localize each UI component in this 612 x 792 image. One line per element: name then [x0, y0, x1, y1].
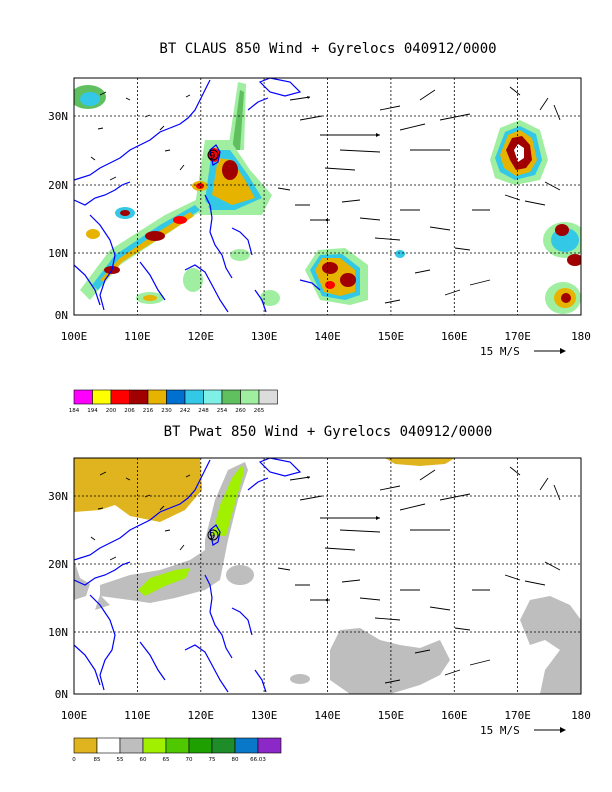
pwat-y-tick: 30N: [48, 490, 68, 503]
claus-arrowheads: [307, 96, 380, 222]
colorbar-label: 0: [72, 757, 76, 763]
pwat-y-axis: 0N 10N 20N 30N: [48, 490, 68, 701]
colorbar-swatch: [258, 389, 278, 405]
colorbar-swatch: [211, 737, 236, 754]
colorbar-swatch: [184, 389, 204, 405]
claus-gyre-marker: [207, 149, 219, 161]
pwat-map-area: 9: [73, 457, 582, 695]
colorbar-label: 85: [94, 757, 101, 763]
claus-x-tick: 170E: [504, 330, 531, 343]
pwat-wind-vectors: [90, 466, 561, 684]
pwat-panel: BT Pwat 850 Wind + Gyrelocs 040912/0000: [48, 424, 591, 763]
colorbar-label: 200: [106, 408, 117, 414]
colorbar-label: 216: [143, 408, 154, 414]
colorbar-label: 194: [87, 408, 98, 414]
pwat-colorbar: 0 85 55 60 65 70 75 80 66.03: [72, 737, 282, 763]
claus-x-tick: 130E: [251, 330, 278, 343]
claus-title: BT CLAUS 850 Wind + Gyrelocs 040912/0000: [159, 41, 496, 57]
colorbar-swatch: [73, 737, 98, 754]
pwat-x-tick: 140E: [314, 709, 341, 722]
colorbar-swatch: [96, 737, 121, 754]
claus-gridlines: [74, 78, 581, 315]
colorbar-swatch: [142, 737, 167, 754]
claus-scale-arrow: 15 M/S: [480, 345, 566, 358]
colorbar-swatch: [110, 389, 130, 405]
colorbar-label: 65: [163, 757, 170, 763]
claus-wind-vectors: [90, 86, 561, 304]
colorbar-swatch: [221, 389, 241, 405]
pwat-x-tick: 100E: [61, 709, 88, 722]
colorbar-label: 230: [161, 408, 172, 414]
claus-x-axis: 100E 110E 120E 130E 140E 150E 160E 170E …: [61, 330, 591, 343]
pwat-frame: [73, 457, 582, 695]
pwat-y-tick: 10N: [48, 626, 68, 639]
claus-frame: [73, 77, 582, 316]
pwat-x-axis: 100E 110E 120E 130E 140E 150E 160E 170E …: [61, 709, 591, 722]
colorbar-swatch: [92, 389, 112, 405]
colorbar-swatch: [165, 737, 190, 754]
pwat-x-tick: 170E: [504, 709, 531, 722]
colorbar-swatch: [166, 389, 186, 405]
colorbar-label: 75: [209, 757, 216, 763]
colorbar-label: 60: [140, 757, 147, 763]
pwat-x-tick: 160E: [441, 709, 468, 722]
claus-x-tick: 140E: [314, 330, 341, 343]
colorbar-label: 254: [217, 408, 228, 414]
colorbar-swatch: [240, 389, 260, 405]
colorbar-swatch: [203, 389, 223, 405]
colorbar-label: 248: [198, 408, 209, 414]
colorbar-label: 70: [186, 757, 193, 763]
pwat-x-tick: 150E: [378, 709, 405, 722]
claus-x-tick: 180: [571, 330, 591, 343]
colorbar-swatch: [188, 737, 213, 754]
pwat-title: BT Pwat 850 Wind + Gyrelocs 040912/0000: [164, 424, 493, 440]
pwat-y-tick: 0N: [55, 688, 68, 701]
colorbar-label: 66.03: [250, 757, 266, 763]
pwat-gridlines: [74, 458, 581, 694]
pwat-x-tick: 180: [571, 709, 591, 722]
pwat-gyre-label: 9: [209, 531, 215, 542]
claus-colorbar: 184 194 200 206 216 230 242 248 254 260 265: [69, 389, 278, 414]
claus-y-tick: 20N: [48, 179, 68, 192]
pwat-gyre-marker: [207, 529, 219, 541]
pwat-moisture-fields: [74, 458, 581, 694]
claus-scale-label: 15 M/S: [480, 345, 520, 358]
pwat-x-tick: 120E: [188, 709, 215, 722]
colorbar-swatch: [147, 389, 167, 405]
pwat-y-tick: 20N: [48, 558, 68, 571]
colorbar-label: 184: [69, 408, 80, 414]
claus-x-tick: 110E: [124, 330, 151, 343]
claus-x-tick: 160E: [441, 330, 468, 343]
colorbar-label: 80: [232, 757, 239, 763]
claus-x-tick: 120E: [188, 330, 215, 343]
pwat-scale-arrow: 15 M/S: [480, 724, 566, 737]
colorbar-swatch: [234, 737, 259, 754]
pwat-x-tick: 130E: [251, 709, 278, 722]
claus-gyre-label: 9: [209, 151, 215, 162]
claus-y-axis: 0N 10N 20N 30N: [48, 110, 68, 322]
colorbar-swatch: [129, 389, 149, 405]
colorbar-label: 242: [180, 408, 191, 414]
claus-x-tick: 150E: [378, 330, 405, 343]
colorbar-swatch: [73, 389, 93, 405]
colorbar-swatch: [119, 737, 144, 754]
colorbar-swatch: [257, 737, 282, 754]
pwat-scale-label: 15 M/S: [480, 724, 520, 737]
claus-x-tick: 100E: [61, 330, 88, 343]
claus-cloud-fields: [74, 82, 581, 314]
claus-map-area: 9: [73, 77, 582, 316]
pwat-coastlines: [73, 457, 302, 693]
claus-panel: BT CLAUS 850 Wind + Gyrelocs 040912/0000: [48, 41, 591, 414]
colorbar-label: 265: [254, 408, 265, 414]
colorbar-label: 55: [117, 757, 124, 763]
colorbar-label: 206: [124, 408, 135, 414]
pwat-x-tick: 110E: [124, 709, 151, 722]
claus-y-tick: 0N: [55, 309, 68, 322]
claus-y-tick: 10N: [48, 247, 68, 260]
colorbar-label: 260: [235, 408, 246, 414]
pwat-arrowheads: [307, 476, 380, 602]
claus-y-tick: 30N: [48, 110, 68, 123]
